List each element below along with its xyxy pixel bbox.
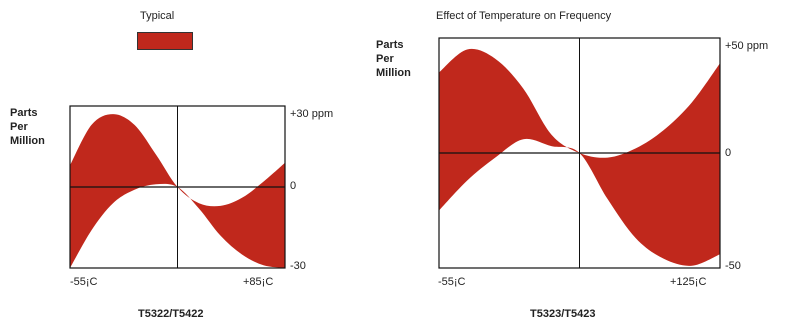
chart2-ylabel-line2: Per [376, 53, 394, 65]
chart1-ylabel-line1: Parts [10, 107, 38, 119]
chart2-ylabel: Parts Per Million [376, 38, 411, 80]
chart2-ytick-bottom: -50 [725, 260, 741, 272]
chart1-band-0 [70, 114, 285, 268]
chart1-ylabel-line3: Million [10, 135, 45, 147]
chart1-ytick-top: +30 ppm [290, 108, 334, 120]
chart1-xtick-right: +85¡C [243, 276, 274, 288]
chart2-frame [438, 37, 721, 269]
chart1-ytick-bottom: -30 [290, 260, 306, 272]
chart1-plot [69, 105, 286, 269]
chart1-ytick-mid: 0 [290, 180, 297, 192]
chart2-band-0 [439, 48, 720, 266]
chart1-frame [69, 105, 286, 269]
chart1-ylabel: Parts Per Million [10, 106, 45, 148]
chart2-ylabel-line1: Parts [376, 39, 404, 51]
legend-swatch [137, 32, 193, 50]
chart2-ytick-top: +50 ppm [725, 40, 769, 52]
chart2-xtick-left: -55¡C [438, 276, 466, 288]
chart1-ylabel-line2: Per [10, 121, 28, 133]
chart-title: Effect of Temperature on Frequency [436, 10, 612, 22]
chart2-xtick-right: +125¡C [670, 276, 707, 288]
chart1-caption: T5322/T5422 [138, 308, 204, 320]
chart2-caption: T5323/T5423 [530, 308, 596, 320]
chart2-plot [438, 37, 721, 269]
chart2-ytick-mid: 0 [725, 147, 732, 159]
chart1-xtick-left: -55¡C [70, 276, 98, 288]
chart2-ylabel-line3: Million [376, 67, 411, 79]
legend-label: Typical [140, 10, 175, 22]
